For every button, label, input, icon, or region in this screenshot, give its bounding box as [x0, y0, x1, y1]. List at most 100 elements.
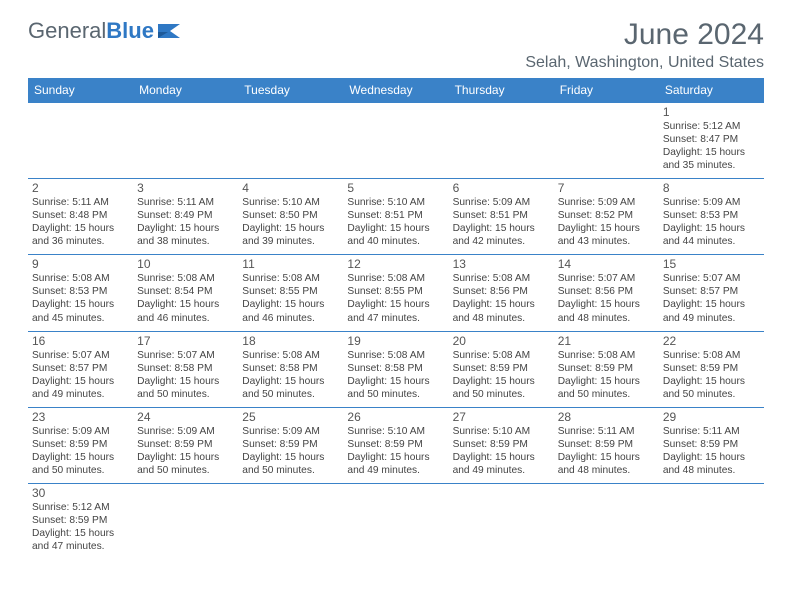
calendar-day-cell: 30Sunrise: 5:12 AMSunset: 8:59 PMDayligh… — [28, 483, 133, 559]
calendar-body: 1Sunrise: 5:12 AMSunset: 8:47 PMDaylight… — [28, 103, 764, 560]
calendar-column-header: Wednesday — [343, 78, 448, 103]
calendar-day-cell: 9Sunrise: 5:08 AMSunset: 8:53 PMDaylight… — [28, 255, 133, 331]
calendar-day-cell: 8Sunrise: 5:09 AMSunset: 8:53 PMDaylight… — [659, 179, 764, 255]
calendar-day-cell: 17Sunrise: 5:07 AMSunset: 8:58 PMDayligh… — [133, 331, 238, 407]
day-data: Sunrise: 5:11 AMSunset: 8:49 PMDaylight:… — [137, 196, 234, 248]
day-data: Sunrise: 5:10 AMSunset: 8:59 PMDaylight:… — [453, 425, 550, 477]
day-data: Sunrise: 5:08 AMSunset: 8:54 PMDaylight:… — [137, 272, 234, 324]
day-data: Sunrise: 5:10 AMSunset: 8:59 PMDaylight:… — [347, 425, 444, 477]
day-number: 15 — [663, 257, 760, 271]
calendar-week-row: 16Sunrise: 5:07 AMSunset: 8:57 PMDayligh… — [28, 331, 764, 407]
day-number: 5 — [347, 181, 444, 195]
day-data: Sunrise: 5:08 AMSunset: 8:56 PMDaylight:… — [453, 272, 550, 324]
day-number: 28 — [558, 410, 655, 424]
brand-general: General — [28, 18, 106, 44]
calendar-empty-cell — [449, 483, 554, 559]
day-number: 21 — [558, 334, 655, 348]
calendar-day-cell: 28Sunrise: 5:11 AMSunset: 8:59 PMDayligh… — [554, 407, 659, 483]
calendar-empty-cell — [133, 103, 238, 179]
calendar-empty-cell — [449, 103, 554, 179]
day-data: Sunrise: 5:09 AMSunset: 8:53 PMDaylight:… — [663, 196, 760, 248]
day-data: Sunrise: 5:09 AMSunset: 8:52 PMDaylight:… — [558, 196, 655, 248]
calendar-day-cell: 25Sunrise: 5:09 AMSunset: 8:59 PMDayligh… — [238, 407, 343, 483]
calendar-week-row: 2Sunrise: 5:11 AMSunset: 8:48 PMDaylight… — [28, 179, 764, 255]
title-block: June 2024 Selah, Washington, United Stat… — [525, 18, 764, 72]
day-number: 10 — [137, 257, 234, 271]
calendar-empty-cell — [343, 103, 448, 179]
calendar-day-cell: 3Sunrise: 5:11 AMSunset: 8:49 PMDaylight… — [133, 179, 238, 255]
calendar-day-cell: 16Sunrise: 5:07 AMSunset: 8:57 PMDayligh… — [28, 331, 133, 407]
day-data: Sunrise: 5:09 AMSunset: 8:51 PMDaylight:… — [453, 196, 550, 248]
day-data: Sunrise: 5:12 AMSunset: 8:59 PMDaylight:… — [32, 501, 129, 553]
day-data: Sunrise: 5:07 AMSunset: 8:57 PMDaylight:… — [663, 272, 760, 324]
day-data: Sunrise: 5:08 AMSunset: 8:59 PMDaylight:… — [558, 349, 655, 401]
day-number: 4 — [242, 181, 339, 195]
calendar-column-header: Saturday — [659, 78, 764, 103]
calendar-day-cell: 20Sunrise: 5:08 AMSunset: 8:59 PMDayligh… — [449, 331, 554, 407]
day-data: Sunrise: 5:10 AMSunset: 8:51 PMDaylight:… — [347, 196, 444, 248]
calendar-empty-cell — [554, 483, 659, 559]
calendar-empty-cell — [238, 483, 343, 559]
day-number: 3 — [137, 181, 234, 195]
calendar-column-header: Friday — [554, 78, 659, 103]
header: GeneralBlue June 2024 Selah, Washington,… — [28, 18, 764, 72]
day-data: Sunrise: 5:08 AMSunset: 8:58 PMDaylight:… — [242, 349, 339, 401]
day-data: Sunrise: 5:08 AMSunset: 8:53 PMDaylight:… — [32, 272, 129, 324]
day-number: 18 — [242, 334, 339, 348]
day-number: 8 — [663, 181, 760, 195]
day-number: 23 — [32, 410, 129, 424]
day-data: Sunrise: 5:08 AMSunset: 8:59 PMDaylight:… — [453, 349, 550, 401]
day-number: 22 — [663, 334, 760, 348]
day-data: Sunrise: 5:09 AMSunset: 8:59 PMDaylight:… — [137, 425, 234, 477]
day-data: Sunrise: 5:07 AMSunset: 8:57 PMDaylight:… — [32, 349, 129, 401]
calendar-column-header: Thursday — [449, 78, 554, 103]
brand-flag-icon — [158, 18, 182, 44]
day-number: 30 — [32, 486, 129, 500]
calendar-day-cell: 26Sunrise: 5:10 AMSunset: 8:59 PMDayligh… — [343, 407, 448, 483]
calendar-week-row: 30Sunrise: 5:12 AMSunset: 8:59 PMDayligh… — [28, 483, 764, 559]
day-number: 16 — [32, 334, 129, 348]
day-data: Sunrise: 5:08 AMSunset: 8:59 PMDaylight:… — [663, 349, 760, 401]
calendar-day-cell: 14Sunrise: 5:07 AMSunset: 8:56 PMDayligh… — [554, 255, 659, 331]
day-number: 14 — [558, 257, 655, 271]
calendar-column-header: Monday — [133, 78, 238, 103]
calendar-day-cell: 18Sunrise: 5:08 AMSunset: 8:58 PMDayligh… — [238, 331, 343, 407]
day-number: 6 — [453, 181, 550, 195]
calendar-day-cell: 21Sunrise: 5:08 AMSunset: 8:59 PMDayligh… — [554, 331, 659, 407]
day-number: 7 — [558, 181, 655, 195]
day-data: Sunrise: 5:09 AMSunset: 8:59 PMDaylight:… — [32, 425, 129, 477]
day-data: Sunrise: 5:12 AMSunset: 8:47 PMDaylight:… — [663, 120, 760, 172]
calendar-day-cell: 24Sunrise: 5:09 AMSunset: 8:59 PMDayligh… — [133, 407, 238, 483]
day-number: 25 — [242, 410, 339, 424]
day-number: 2 — [32, 181, 129, 195]
day-data: Sunrise: 5:11 AMSunset: 8:48 PMDaylight:… — [32, 196, 129, 248]
calendar-day-cell: 23Sunrise: 5:09 AMSunset: 8:59 PMDayligh… — [28, 407, 133, 483]
calendar-week-row: 9Sunrise: 5:08 AMSunset: 8:53 PMDaylight… — [28, 255, 764, 331]
day-number: 29 — [663, 410, 760, 424]
day-number: 19 — [347, 334, 444, 348]
day-number: 26 — [347, 410, 444, 424]
calendar-day-cell: 4Sunrise: 5:10 AMSunset: 8:50 PMDaylight… — [238, 179, 343, 255]
brand-logo: GeneralBlue — [28, 18, 182, 44]
calendar-empty-cell — [133, 483, 238, 559]
calendar-day-cell: 19Sunrise: 5:08 AMSunset: 8:58 PMDayligh… — [343, 331, 448, 407]
day-data: Sunrise: 5:11 AMSunset: 8:59 PMDaylight:… — [663, 425, 760, 477]
calendar-day-cell: 5Sunrise: 5:10 AMSunset: 8:51 PMDaylight… — [343, 179, 448, 255]
day-number: 9 — [32, 257, 129, 271]
day-number: 17 — [137, 334, 234, 348]
calendar-week-row: 1Sunrise: 5:12 AMSunset: 8:47 PMDaylight… — [28, 103, 764, 179]
calendar-table: SundayMondayTuesdayWednesdayThursdayFrid… — [28, 78, 764, 559]
calendar-week-row: 23Sunrise: 5:09 AMSunset: 8:59 PMDayligh… — [28, 407, 764, 483]
calendar-day-cell: 12Sunrise: 5:08 AMSunset: 8:55 PMDayligh… — [343, 255, 448, 331]
day-number: 12 — [347, 257, 444, 271]
day-number: 11 — [242, 257, 339, 271]
calendar-empty-cell — [343, 483, 448, 559]
calendar-day-cell: 7Sunrise: 5:09 AMSunset: 8:52 PMDaylight… — [554, 179, 659, 255]
day-number: 24 — [137, 410, 234, 424]
calendar-day-cell: 15Sunrise: 5:07 AMSunset: 8:57 PMDayligh… — [659, 255, 764, 331]
calendar-empty-cell — [238, 103, 343, 179]
calendar-day-cell: 2Sunrise: 5:11 AMSunset: 8:48 PMDaylight… — [28, 179, 133, 255]
calendar-day-cell: 13Sunrise: 5:08 AMSunset: 8:56 PMDayligh… — [449, 255, 554, 331]
day-data: Sunrise: 5:09 AMSunset: 8:59 PMDaylight:… — [242, 425, 339, 477]
day-data: Sunrise: 5:07 AMSunset: 8:56 PMDaylight:… — [558, 272, 655, 324]
